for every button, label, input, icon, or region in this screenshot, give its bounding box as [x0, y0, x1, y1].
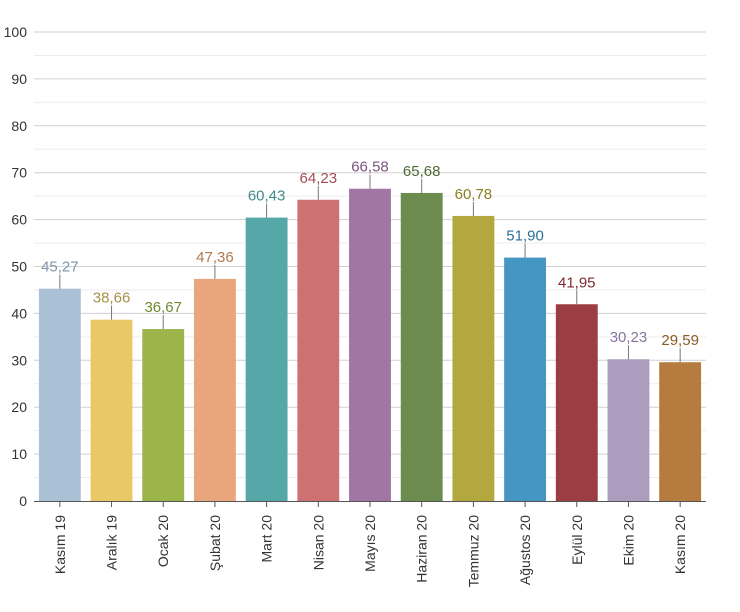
y-tick-label: 100: [4, 24, 28, 40]
x-tick-label: Haziran 20: [414, 515, 430, 583]
x-tick-label: Kasım 20: [672, 515, 688, 574]
bar: [38, 288, 81, 501]
data-label: 60,78: [455, 186, 493, 203]
data-label: 41,95: [558, 274, 596, 291]
data-label: 47,36: [196, 249, 234, 266]
bar: [349, 188, 391, 501]
value-labels: 45,27 38,66 36,67 47,36 60,43 64,23 66,58 65,68…: [41, 159, 699, 349]
y-tick-label: 30: [11, 352, 27, 368]
data-label: 51,90: [506, 228, 544, 245]
x-tick-label: Ağustos 20: [517, 515, 533, 585]
y-tick-label: 50: [11, 259, 27, 275]
bar: [452, 215, 495, 501]
data-label: 45,27: [41, 259, 79, 276]
y-tick-label: 80: [11, 118, 27, 134]
y-tick-label: 60: [11, 212, 27, 228]
x-tick-label: Ocak 20: [155, 515, 171, 567]
x-tick-label: Eylül 20: [569, 515, 585, 565]
bar: [659, 362, 702, 501]
y-tick-label: 0: [19, 493, 27, 509]
bar: [504, 257, 547, 501]
bars: [38, 188, 702, 502]
bar: [193, 278, 236, 501]
bar: [400, 192, 443, 501]
bar: [555, 304, 598, 501]
data-label: 38,66: [93, 290, 131, 307]
x-tick-label: Mayıs 20: [362, 515, 378, 572]
x-axis-labels: Kasım 19 Aralık 19 Ocak 20 Şubat 20 Mart 20 N…: [52, 515, 688, 588]
bar: [142, 329, 185, 501]
bar: [607, 359, 650, 501]
data-label: 66,58: [351, 159, 389, 176]
x-tick-label: Nisan 20: [310, 515, 326, 570]
data-label: 36,67: [144, 299, 182, 316]
y-tick-label: 10: [11, 446, 27, 462]
bar: [297, 199, 340, 502]
x-tick-label: Mart 20: [259, 515, 275, 563]
data-label: 65,68: [403, 163, 441, 180]
value-label-leaders: [59, 174, 681, 363]
y-tick-label: 70: [11, 165, 27, 181]
y-tick-label: 40: [11, 305, 27, 321]
bar: [90, 319, 133, 501]
data-label: 29,59: [661, 332, 699, 349]
y-tick-label: 20: [11, 399, 27, 415]
y-axis-ticks: 0 10 20 30 40 50 60 70 80 90 100: [4, 24, 28, 509]
data-label: 30,23: [610, 329, 648, 346]
x-tick-label: Ekim 20: [620, 515, 636, 566]
x-axis-ticks: [59, 501, 681, 507]
y-tick-label: 90: [11, 71, 27, 87]
bar: [245, 217, 288, 501]
x-tick-label: Kasım 19: [52, 515, 68, 574]
x-tick-label: Şubat 20: [207, 515, 223, 571]
x-tick-label: Aralık 19: [104, 515, 120, 570]
data-label: 64,23: [300, 170, 338, 187]
x-tick-label: Temmuz 20: [465, 515, 481, 588]
data-label: 60,43: [248, 188, 286, 205]
